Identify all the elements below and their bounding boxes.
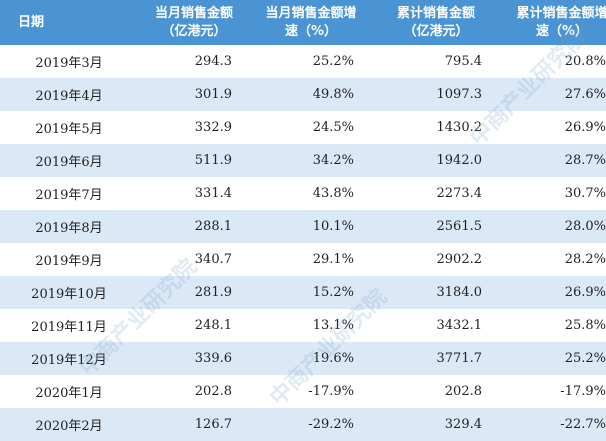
value-cell: 202.8 xyxy=(444,384,482,399)
value-cell: 19.6% xyxy=(250,342,372,375)
table-row: 2019年12月 339.6 19.6% 3771.7 25.2% xyxy=(0,342,606,375)
value-cell: 34.2% xyxy=(250,144,372,177)
value-cell: 28.0% xyxy=(500,210,606,243)
value-cell: 30.7% xyxy=(564,186,606,201)
value-cell: 2273.4 xyxy=(436,186,483,201)
value-cell: -17.9% xyxy=(308,384,354,399)
value-cell: 1430.2 xyxy=(436,120,483,135)
table-body: 2019年3月 294.3 25.2% 795.4 20.8% 2019年4月 301.9 4… xyxy=(0,45,606,441)
date-cell: 2019年4月 xyxy=(0,78,138,111)
value-cell: 3771.7 xyxy=(372,342,500,375)
header-text: （亿港元） xyxy=(161,23,227,39)
date-cell: 2019年9月 xyxy=(35,254,103,269)
header-text: 速（%） xyxy=(284,23,338,39)
value-cell: 339.6 xyxy=(138,342,250,375)
header-cell: 累计销售金额 （亿港元） xyxy=(372,0,500,45)
header-cell: 日期 xyxy=(0,0,138,45)
value-cell: 15.2% xyxy=(250,276,372,309)
table-row: 2019年4月 301.9 49.8% 1097.3 27.6% xyxy=(0,78,606,111)
value-cell: 331.4 xyxy=(194,186,232,201)
date-cell: 2019年8月 xyxy=(0,210,138,243)
value-cell: 27.6% xyxy=(500,78,606,111)
value-cell: -17.9% xyxy=(560,384,606,399)
value-cell: 1942.0 xyxy=(372,144,500,177)
value-cell: 26.9% xyxy=(500,276,606,309)
header-cell: 累计销售金额增 速（%） xyxy=(500,0,606,45)
value-cell: 340.7 xyxy=(194,252,232,267)
value-cell: 3184.0 xyxy=(372,276,500,309)
header-text: 累计销售金额 xyxy=(396,5,475,21)
value-cell: 2902.2 xyxy=(436,252,483,267)
value-cell: 29.1% xyxy=(312,252,354,267)
value-cell: 25.8% xyxy=(564,318,606,333)
value-cell: 281.9 xyxy=(138,276,250,309)
table-row: 2020年1月 202.8 -17.9% 202.8 -17.9% xyxy=(0,375,606,408)
header-cell: 当月销售金额增 速（%） xyxy=(250,0,372,45)
value-cell: -29.2% xyxy=(250,408,372,441)
table-row: 2020年2月 126.7 -29.2% 329.4 -22.7% xyxy=(0,408,606,441)
header-text: 当月销售金额 xyxy=(154,5,233,21)
value-cell: 20.8% xyxy=(564,54,606,69)
value-cell: 1097.3 xyxy=(372,78,500,111)
value-cell: 294.3 xyxy=(194,54,232,69)
date-cell: 2020年1月 xyxy=(35,386,103,401)
header-text: 日期 xyxy=(18,14,45,30)
date-cell: 2019年10月 xyxy=(0,276,138,309)
value-cell: 288.1 xyxy=(138,210,250,243)
date-cell: 2019年12月 xyxy=(0,342,138,375)
date-cell: 2019年7月 xyxy=(35,188,103,203)
value-cell: 26.9% xyxy=(564,120,606,135)
value-cell: 126.7 xyxy=(138,408,250,441)
date-cell: 2019年6月 xyxy=(0,144,138,177)
value-cell: 25.2% xyxy=(500,342,606,375)
value-cell: 28.7% xyxy=(500,144,606,177)
value-cell: 13.1% xyxy=(312,318,354,333)
table-row: 2019年7月 331.4 43.8% 2273.4 30.7% xyxy=(0,177,606,210)
value-cell: 301.9 xyxy=(138,78,250,111)
table-row: 2019年3月 294.3 25.2% 795.4 20.8% xyxy=(0,45,606,78)
value-cell: -22.7% xyxy=(500,408,606,441)
value-cell: 248.1 xyxy=(194,318,232,333)
header-text: 累计销售金额增 xyxy=(516,5,606,21)
value-cell: 49.8% xyxy=(250,78,372,111)
date-cell: 2019年3月 xyxy=(35,56,103,71)
value-cell: 332.9 xyxy=(194,120,232,135)
header-text: 速（%） xyxy=(535,23,589,39)
value-cell: 511.9 xyxy=(138,144,250,177)
header-row: 日期 当月销售金额 （亿港元） 当月销售金额增 速（%） 累计销售金额 （亿港元） 累计销售金… xyxy=(0,0,606,45)
table-row: 2019年10月 281.9 15.2% 3184.0 26.9% xyxy=(0,276,606,309)
value-cell: 329.4 xyxy=(372,408,500,441)
date-cell: 2019年11月 xyxy=(31,320,107,335)
header-text: （亿港元） xyxy=(403,23,469,39)
value-cell: 795.4 xyxy=(444,54,482,69)
value-cell: 28.2% xyxy=(564,252,606,267)
value-cell: 25.2% xyxy=(312,54,354,69)
table-row: 2019年8月 288.1 10.1% 2561.5 28.0% xyxy=(0,210,606,243)
value-cell: 43.8% xyxy=(312,186,354,201)
value-cell: 202.8 xyxy=(194,384,232,399)
date-cell: 2020年2月 xyxy=(0,408,138,441)
table-row: 2019年6月 511.9 34.2% 1942.0 28.7% xyxy=(0,144,606,177)
value-cell: 3432.1 xyxy=(436,318,483,333)
date-cell: 2019年5月 xyxy=(35,122,103,137)
value-cell: 2561.5 xyxy=(372,210,500,243)
table-row: 2019年9月 340.7 29.1% 2902.2 28.2% xyxy=(0,243,606,276)
header-text: 当月销售金额增 xyxy=(265,5,357,21)
value-cell: 24.5% xyxy=(312,120,354,135)
table-row: 2019年11月 248.1 13.1% 3432.1 25.8% xyxy=(0,309,606,342)
header-cell: 当月销售金额 （亿港元） xyxy=(138,0,250,45)
table-row: 2019年5月 332.9 24.5% 1430.2 26.9% xyxy=(0,111,606,144)
value-cell: 10.1% xyxy=(250,210,372,243)
